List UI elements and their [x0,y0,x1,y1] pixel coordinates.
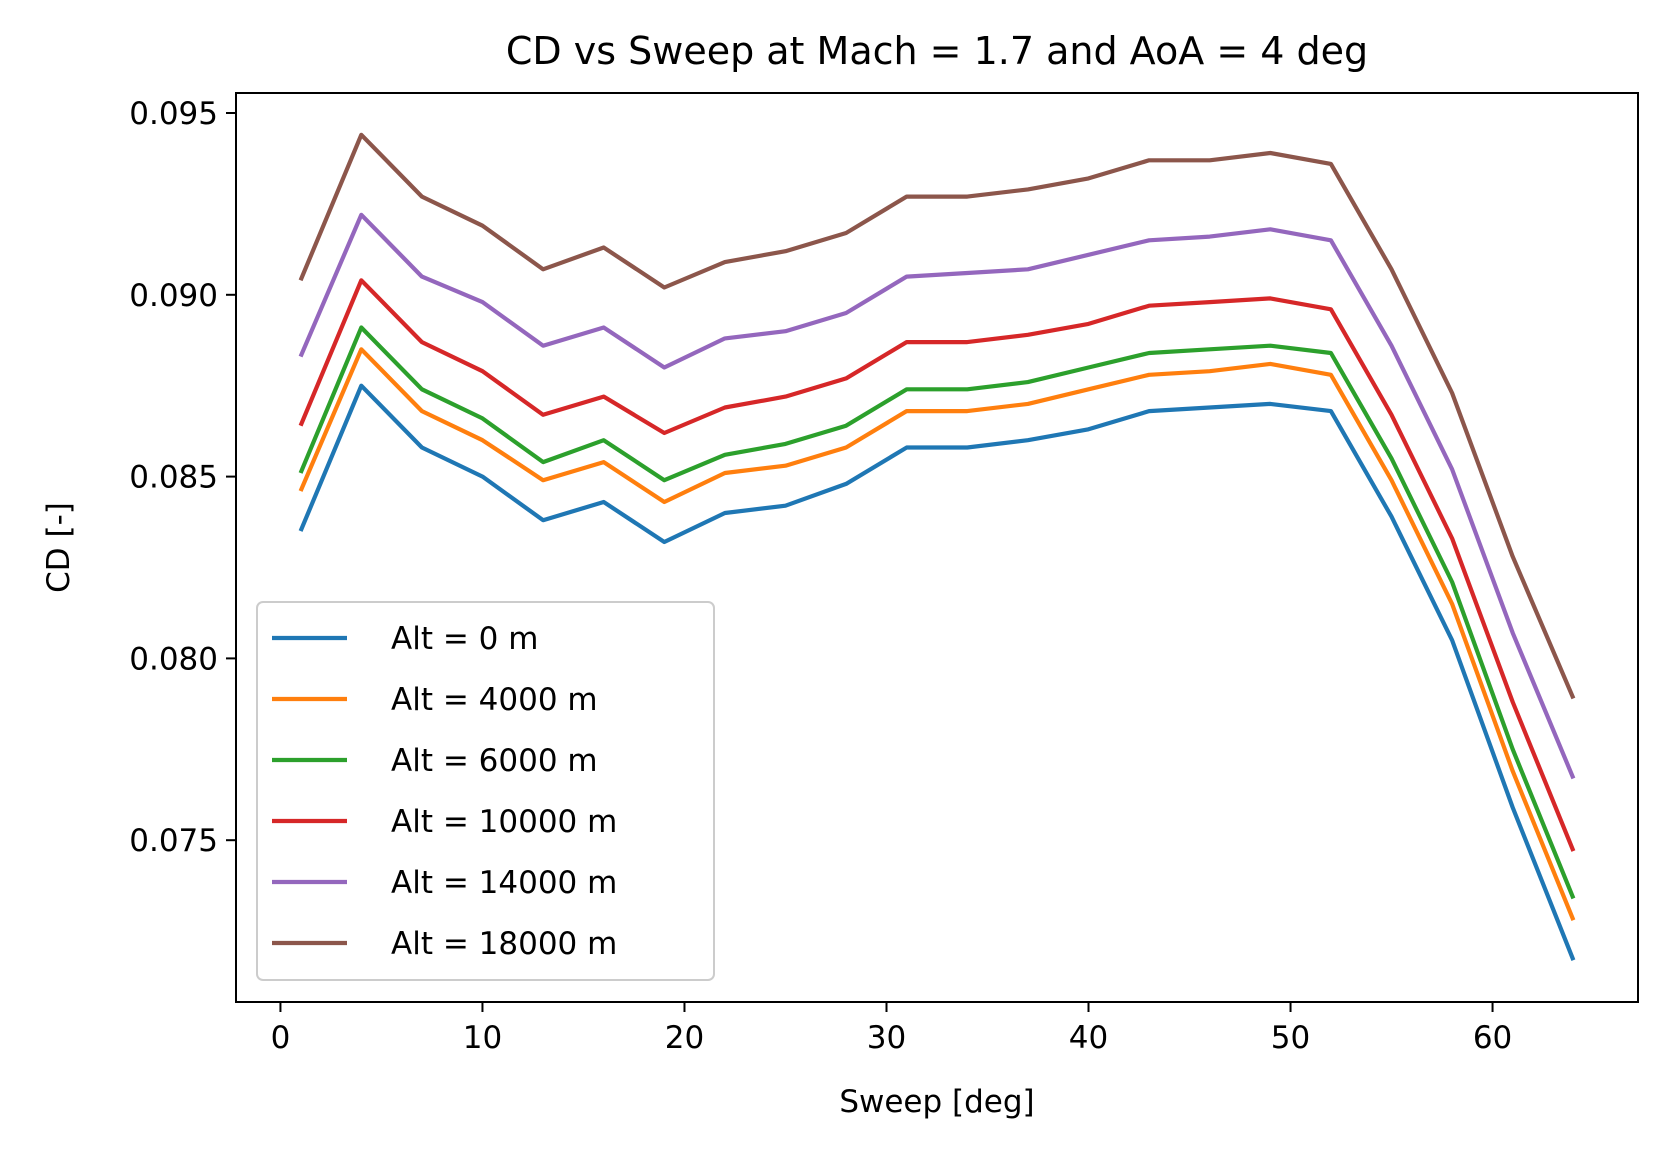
y-tick-label: 0.095 [129,96,218,132]
x-tick-label: 40 [1069,1020,1108,1056]
x-tick-label: 20 [665,1020,704,1056]
x-tick-label: 60 [1473,1020,1512,1056]
chart-title: CD vs Sweep at Mach = 1.7 and AoA = 4 de… [506,29,1368,73]
y-axis-label: CD [-] [41,502,77,593]
y-tick-label: 0.080 [129,641,218,677]
series-line-4 [298,278,1576,852]
x-axis-label: Sweep [deg] [839,1084,1034,1120]
y-tick-label: 0.085 [129,460,218,496]
series-line-3 [298,325,1576,900]
x-tick-label: 10 [463,1020,502,1056]
x-axis-ticks: 0 10 20 30 40 50 60 [271,1002,1512,1056]
series-line-2 [298,347,1576,921]
series-line-6 [298,132,1576,700]
x-tick-label: 50 [1271,1020,1310,1056]
series-line-5 [298,212,1576,780]
y-tick-label: 0.075 [129,823,218,859]
legend-label: Alt = 6000 m [391,743,598,779]
series-lines [298,132,1576,961]
plot-frame [235,92,1639,1003]
legend-label: Alt = 0 m [391,621,538,657]
y-tick-label: 0.090 [129,278,218,314]
legend-box [256,601,715,981]
legend: Alt = 0 m Alt = 4000 m Alt = 6000 m Alt = 1… [256,601,715,981]
y-axis-ticks: 0.075 0.080 0.085 0.090 0.095 [129,96,236,859]
series-line-1 [298,383,1576,961]
x-tick-label: 30 [867,1020,906,1056]
legend-label: Alt = 14000 m [391,865,617,901]
legend-label: Alt = 18000 m [391,926,617,962]
x-tick-label: 0 [271,1020,291,1056]
legend-label: Alt = 10000 m [391,804,617,840]
legend-label: Alt = 4000 m [391,682,598,718]
